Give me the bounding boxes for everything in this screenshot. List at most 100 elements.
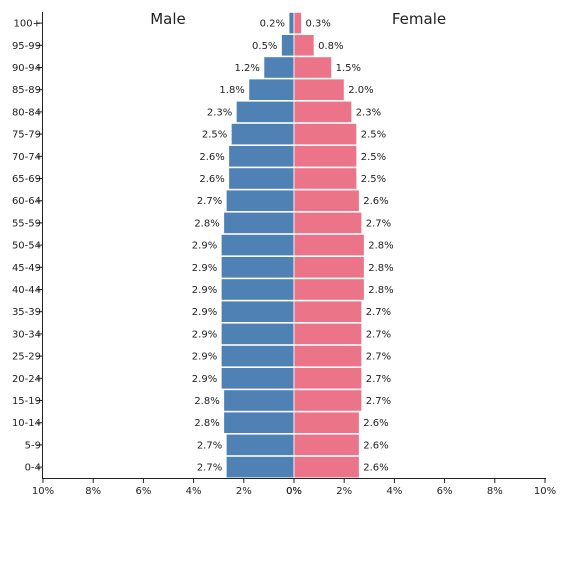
male-bar-75-79	[230, 123, 295, 146]
x-tick-label-left-6%: 6%	[135, 486, 151, 497]
female-value-label-100+: 0.3%	[306, 19, 331, 30]
x-tick-label-right-2%: 2%	[336, 486, 352, 497]
age-label-10-14: 10-14	[12, 418, 41, 429]
age-label-70-74: 70-74	[12, 152, 41, 163]
age-label-0-4: 0-4	[25, 463, 41, 474]
male-value-label-0-4: 2.7%	[197, 463, 222, 474]
age-label-40-44: 40-44	[12, 285, 41, 296]
female-side-label: Female	[392, 10, 446, 28]
age-label-30-34: 30-34	[12, 329, 41, 340]
x-axis-ticks: 10% 8% 6% 4% 2% 0%0% 2% 4% 6% 8% 10%	[32, 478, 556, 497]
female-bar-80-84	[293, 100, 353, 123]
age-label-25-29: 25-29	[12, 352, 41, 363]
female-bar-5-9	[293, 433, 360, 457]
male-bar-90-94	[263, 56, 295, 79]
male-value-label-50-54: 2.9%	[192, 241, 217, 252]
female-value-label-65-69: 2.5%	[361, 174, 386, 185]
male-bar-100+	[288, 11, 295, 35]
male-bar-45-49	[220, 256, 295, 279]
female-value-label-85-89: 2.0%	[348, 85, 373, 96]
female-value-label-30-34: 2.7%	[366, 329, 391, 340]
male-value-label-80-84: 2.3%	[207, 107, 232, 118]
female-value-label-45-49: 2.8%	[368, 263, 393, 274]
age-label-15-19: 15-19	[12, 396, 41, 407]
male-value-label-20-24: 2.9%	[192, 374, 217, 385]
male-bar-10-14	[223, 411, 295, 434]
male-value-label-95-99: 0.5%	[252, 41, 277, 52]
x-tick-label-left-0%: 0%	[286, 486, 302, 497]
age-label-45-49: 45-49	[12, 263, 41, 274]
female-value-label-20-24: 2.7%	[366, 374, 391, 385]
x-tick-label-right-0%: 0%	[286, 486, 302, 497]
male-bar-20-24	[220, 367, 295, 390]
female-bar-15-19	[293, 389, 363, 412]
male-value-label-55-59: 2.8%	[194, 218, 219, 229]
female-bar-50-54	[293, 233, 365, 257]
female-value-label-95-99: 0.8%	[318, 41, 343, 52]
age-label-65-69: 65-69	[12, 174, 41, 185]
female-bar-20-24	[293, 367, 363, 390]
male-value-label-70-74: 2.6%	[199, 152, 224, 163]
male-value-label-25-29: 2.9%	[192, 352, 217, 363]
male-value-label-40-44: 2.9%	[192, 285, 217, 296]
female-value-label-80-84: 2.3%	[356, 107, 381, 118]
male-value-label-90-94: 1.2%	[234, 63, 259, 74]
age-label-80-84: 80-84	[12, 107, 41, 118]
male-bar-5-9	[225, 433, 295, 457]
female-bar-65-69	[293, 167, 358, 190]
male-bar-85-89	[248, 78, 295, 101]
male-bar-30-34	[220, 322, 295, 346]
male-value-label-65-69: 2.6%	[199, 174, 224, 185]
male-bar-60-64	[225, 189, 295, 212]
age-label-75-79: 75-79	[12, 130, 41, 141]
x-tick-label-left-2%: 2%	[236, 486, 252, 497]
male-value-label-10-14: 2.8%	[194, 418, 219, 429]
male-value-label-100+: 0.2%	[260, 19, 285, 30]
age-group-labels: 100+ 95-99 90-94 85-89 80-84 75-79 70-74 65-69 6…	[12, 19, 42, 474]
female-bar-90-94	[293, 56, 333, 79]
age-label-35-39: 35-39	[12, 307, 41, 318]
x-tick-label-right-6%: 6%	[437, 486, 453, 497]
age-label-5-9: 5-9	[25, 440, 41, 451]
male-value-label-75-79: 2.5%	[202, 130, 227, 141]
female-bar-85-89	[293, 78, 345, 101]
male-value-label-5-9: 2.7%	[197, 440, 222, 451]
male-bar-25-29	[220, 344, 295, 368]
male-bar-95-99	[281, 34, 295, 57]
female-value-label-35-39: 2.7%	[366, 307, 391, 318]
female-value-label-60-64: 2.6%	[363, 196, 388, 207]
x-tick-label-left-10%: 10%	[32, 486, 54, 497]
male-bar-0-4	[225, 455, 295, 479]
male-value-label-15-19: 2.8%	[194, 396, 219, 407]
female-bar-45-49	[293, 256, 365, 279]
female-value-label-55-59: 2.7%	[366, 218, 391, 229]
male-value-label-30-34: 2.9%	[192, 329, 217, 340]
female-value-label-90-94: 1.5%	[336, 63, 361, 74]
age-label-50-54: 50-54	[12, 241, 41, 252]
female-bar-30-34	[293, 322, 363, 346]
male-bar-15-19	[223, 389, 295, 412]
age-label-100+: 100+	[14, 19, 41, 30]
female-bar-70-74	[293, 145, 358, 168]
female-bar-10-14	[293, 411, 360, 434]
male-bar-65-69	[228, 167, 295, 190]
male-bar-40-44	[220, 278, 295, 301]
male-side-label: Male	[150, 10, 186, 28]
female-value-label-50-54: 2.8%	[368, 241, 393, 252]
female-value-label-25-29: 2.7%	[366, 352, 391, 363]
age-label-95-99: 95-99	[12, 41, 41, 52]
female-bars	[293, 11, 365, 479]
male-bar-50-54	[220, 233, 295, 257]
female-bar-40-44	[293, 278, 365, 301]
age-label-90-94: 90-94	[12, 63, 41, 74]
age-label-20-24: 20-24	[12, 374, 41, 385]
female-bar-25-29	[293, 344, 363, 368]
male-bar-55-59	[223, 211, 295, 234]
female-value-label-15-19: 2.7%	[366, 396, 391, 407]
female-value-label-10-14: 2.6%	[363, 418, 388, 429]
age-label-55-59: 55-59	[12, 218, 41, 229]
x-tick-label-right-8%: 8%	[487, 486, 503, 497]
female-bar-100+	[293, 11, 302, 35]
female-value-label-75-79: 2.5%	[361, 130, 386, 141]
